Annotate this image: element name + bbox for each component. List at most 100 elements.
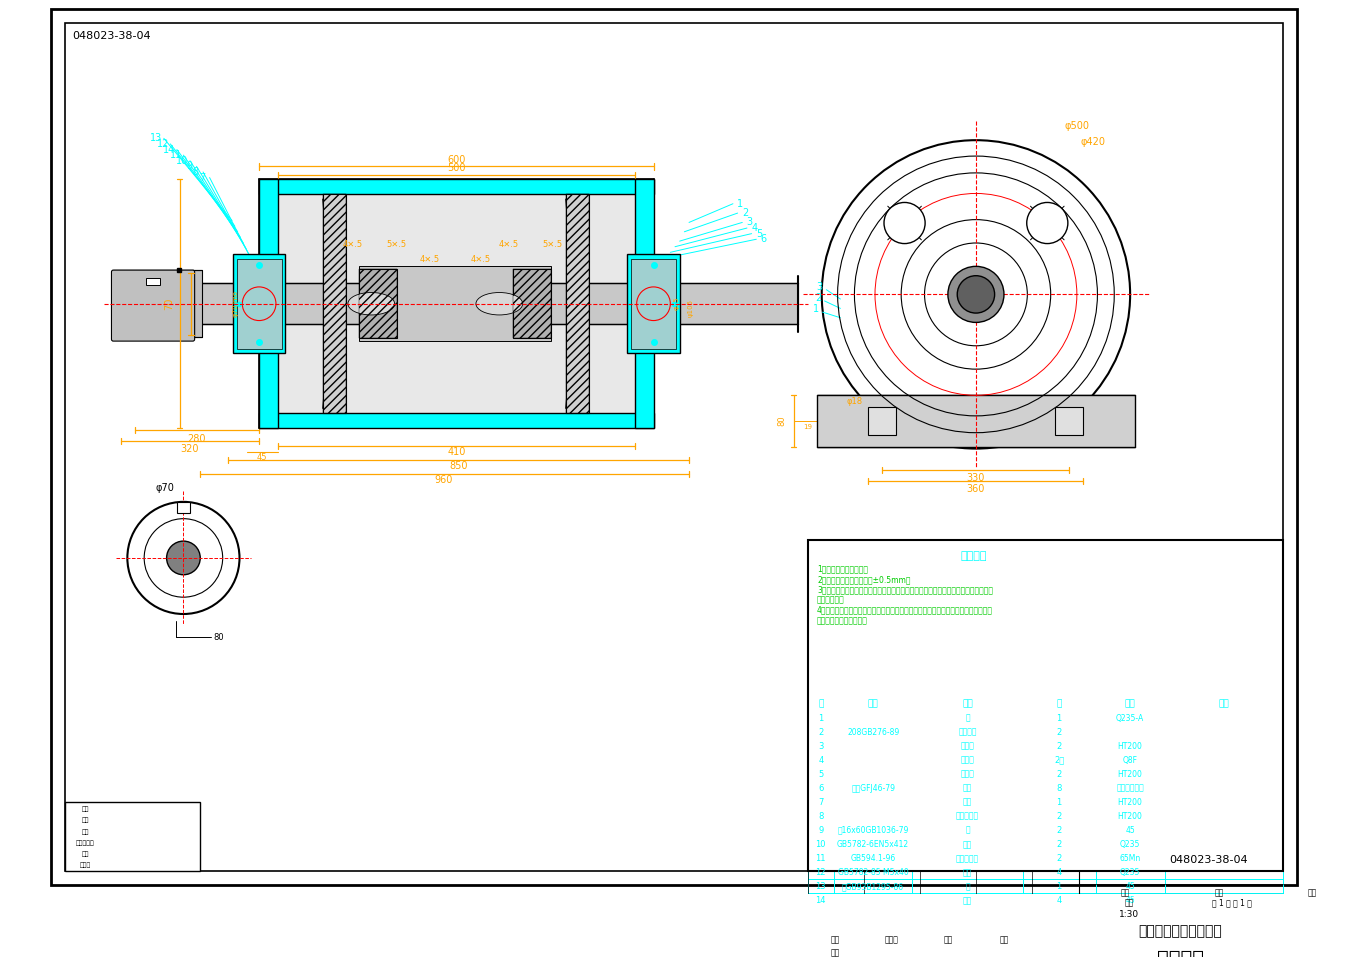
Bar xyxy=(359,269,397,339)
Text: φ18: φ18 xyxy=(846,397,862,407)
Text: 19: 19 xyxy=(803,424,812,430)
Text: 7: 7 xyxy=(818,798,823,807)
Text: 45: 45 xyxy=(1125,896,1135,905)
Text: φ70: φ70 xyxy=(156,483,175,493)
Text: 签名: 签名 xyxy=(944,936,952,945)
Text: GB594.1-96: GB594.1-96 xyxy=(850,854,896,863)
Text: 70: 70 xyxy=(164,298,175,310)
Bar xyxy=(259,179,654,194)
Text: 处数: 处数 xyxy=(81,817,89,823)
Bar xyxy=(359,269,397,339)
Text: 330: 330 xyxy=(967,473,986,482)
Text: 年月日: 年月日 xyxy=(886,936,899,945)
Text: 80: 80 xyxy=(214,633,225,642)
Bar xyxy=(278,194,635,413)
Circle shape xyxy=(884,203,925,244)
Text: 45: 45 xyxy=(1125,826,1135,835)
Text: 10: 10 xyxy=(176,156,188,166)
Text: 3、进入简配的零件及部件（包括外购件、外协件），均必须具有检验部门的合格证方: 3、进入简配的零件及部件（包括外购件、外协件），均必须具有检验部门的合格证方 xyxy=(816,585,992,594)
Text: 2: 2 xyxy=(1056,826,1062,835)
Text: 1: 1 xyxy=(812,304,819,314)
Text: 2: 2 xyxy=(815,293,821,303)
Text: 4: 4 xyxy=(1056,896,1062,905)
Text: 208GB276-89: 208GB276-89 xyxy=(848,727,899,737)
Text: 2: 2 xyxy=(1056,769,1062,779)
Text: 6: 6 xyxy=(818,784,823,792)
Text: 1: 1 xyxy=(1056,714,1062,723)
Text: 2: 2 xyxy=(1056,840,1062,849)
Bar xyxy=(65,802,200,871)
Bar xyxy=(322,194,347,413)
Text: 280: 280 xyxy=(187,434,206,444)
Text: HT200: HT200 xyxy=(1117,742,1143,750)
Text: HT200: HT200 xyxy=(1117,769,1143,779)
Text: 销圈GFJ46-79: 销圈GFJ46-79 xyxy=(852,784,895,792)
Text: 南昌航空大学科技学院: 南昌航空大学科技学院 xyxy=(1139,924,1223,938)
Text: 5: 5 xyxy=(818,769,823,779)
Text: 14: 14 xyxy=(815,896,826,905)
Text: 1: 1 xyxy=(1056,798,1062,807)
Text: 4: 4 xyxy=(1056,868,1062,877)
Text: 2: 2 xyxy=(1056,854,1062,863)
Text: Q235: Q235 xyxy=(1120,868,1140,877)
Text: 2、未注长度尺寸允许偏差±0.5mm。: 2、未注长度尺寸允许偏差±0.5mm。 xyxy=(816,575,910,584)
Text: 签名: 签名 xyxy=(81,852,89,857)
Text: 轴承座: 轴承座 xyxy=(960,742,975,750)
Text: 4✕.5: 4✕.5 xyxy=(498,240,519,250)
Bar xyxy=(146,278,160,285)
Text: 分区: 分区 xyxy=(81,829,89,835)
Text: 360: 360 xyxy=(967,484,986,494)
Circle shape xyxy=(127,501,240,614)
Text: 80: 80 xyxy=(777,415,787,426)
Text: 8: 8 xyxy=(192,167,199,177)
Bar xyxy=(808,540,1284,871)
Bar xyxy=(177,501,190,513)
Text: 标记: 标记 xyxy=(81,807,89,812)
Text: 1、滚筒轴经调质处理。: 1、滚筒轴经调质处理。 xyxy=(816,565,868,573)
Text: 2: 2 xyxy=(1056,742,1062,750)
Circle shape xyxy=(822,140,1131,449)
Ellipse shape xyxy=(477,293,523,315)
Text: 4: 4 xyxy=(751,223,757,234)
Text: 960: 960 xyxy=(435,476,452,485)
Text: 048023-38-04: 048023-38-04 xyxy=(72,31,150,40)
Text: 600: 600 xyxy=(447,155,466,165)
Text: 轴承盖: 轴承盖 xyxy=(960,769,975,779)
Text: 4✕.5: 4✕.5 xyxy=(343,240,363,250)
Text: Q235-A: Q235-A xyxy=(1116,714,1144,723)
Text: 5: 5 xyxy=(756,229,762,238)
Text: 设计: 设计 xyxy=(1121,889,1131,898)
Bar xyxy=(259,179,278,428)
Text: 5✕.5: 5✕.5 xyxy=(543,240,563,250)
Text: 1:30: 1:30 xyxy=(1120,910,1139,919)
Text: φ500: φ500 xyxy=(1064,122,1090,131)
Text: HT200: HT200 xyxy=(1117,812,1143,821)
Text: Q8F: Q8F xyxy=(1122,756,1137,765)
Text: 65Mn: 65Mn xyxy=(1120,854,1141,863)
Text: 6: 6 xyxy=(761,234,766,244)
Text: 2: 2 xyxy=(742,208,749,218)
Text: 比例: 比例 xyxy=(1125,899,1133,907)
Text: 13: 13 xyxy=(815,882,826,891)
Text: 更改文件号: 更改文件号 xyxy=(76,840,95,846)
Text: 410: 410 xyxy=(447,447,466,457)
FancyBboxPatch shape xyxy=(111,270,195,341)
Text: 共 1 张 第 1 张: 共 1 张 第 1 张 xyxy=(1212,899,1252,907)
Text: 审核: 审核 xyxy=(1215,889,1224,898)
Ellipse shape xyxy=(348,293,394,315)
Text: φ95: φ95 xyxy=(674,297,680,310)
Text: 2: 2 xyxy=(1056,812,1062,821)
Text: 14: 14 xyxy=(164,145,176,154)
Bar xyxy=(513,269,551,339)
Text: 改向滚筒: 改向滚筒 xyxy=(1158,949,1204,957)
Bar xyxy=(322,194,347,413)
Bar xyxy=(566,194,589,413)
Bar xyxy=(635,179,654,428)
Text: 圆盘: 圆盘 xyxy=(963,896,972,905)
Text: 1: 1 xyxy=(818,714,823,723)
Text: 滚筒: 滚筒 xyxy=(963,798,972,807)
Text: 代号: 代号 xyxy=(868,700,879,709)
Text: 充: 充 xyxy=(965,882,969,891)
Text: 轴承盖板图: 轴承盖板图 xyxy=(956,854,979,863)
Text: 3: 3 xyxy=(746,217,753,228)
